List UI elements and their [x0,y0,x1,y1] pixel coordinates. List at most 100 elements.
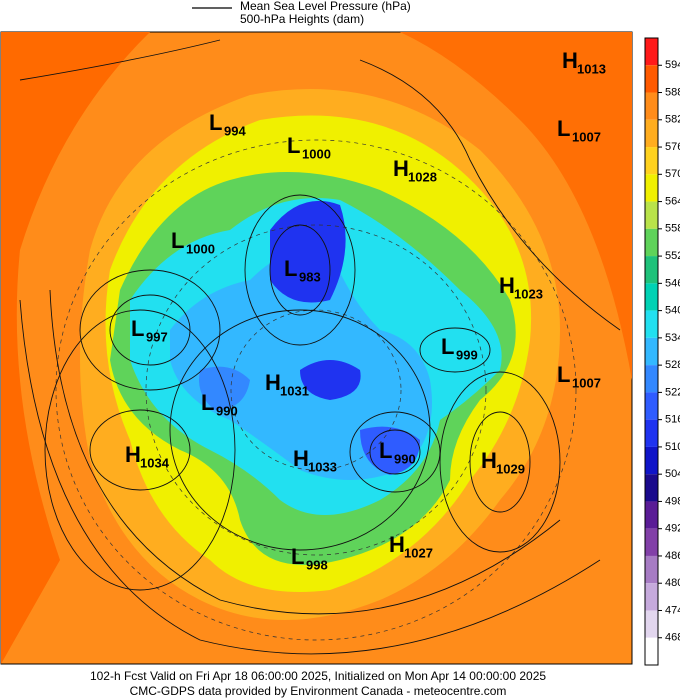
grid-circle [230,309,402,471]
center-pressure: 1000 [186,241,215,256]
center-pressure: 1033 [308,459,337,474]
colorbar-segment [645,283,658,311]
colorbar-label: 540 [665,305,680,317]
center-letter: L [557,362,570,387]
center-pressure: 1007 [572,129,601,144]
center-letter: L [441,334,454,359]
colorbar-label: 570 [665,168,680,180]
colorbar-segment [645,446,658,475]
colorbar-segment [645,392,658,420]
colorbar-label: 528 [665,359,680,371]
center-pressure: 999 [456,347,478,362]
colorbar-label: 564 [665,195,680,207]
isobar [469,411,531,513]
center-pressure: 990 [394,451,416,466]
center-letter: L [209,110,222,135]
colorbar-label: 480 [665,577,680,589]
colorbar-segment [645,147,658,175]
colorbar-segment [645,365,658,393]
colorbar-label: 468 [665,632,680,644]
field [270,200,346,303]
center-letter: L [287,133,300,158]
field [400,32,632,380]
grid-circle [55,139,577,641]
colorbar-segment [645,528,658,556]
colorbar-segment [645,65,658,93]
center-letter: H [499,273,515,298]
center-letter: H [389,532,405,557]
colorbar-label: 510 [665,441,680,453]
center-letter: L [379,438,392,463]
colorbar-label: 486 [665,550,680,562]
center-pressure: 1027 [404,545,433,560]
center-pressure: 1000 [302,146,331,161]
colorbar-label: 546 [665,277,680,289]
center-pressure: 1028 [408,169,437,184]
center-pressure: 1031 [280,383,309,398]
colorbar-segment [645,419,658,447]
isobar [244,194,356,346]
isobar [89,409,191,491]
isobar [79,269,221,391]
colorbar-segment [645,38,658,66]
coastline [19,39,621,331]
colorbar-label: 498 [665,495,680,507]
colorbar-segment [645,201,658,229]
center-letter: H [265,370,281,395]
center-pressure: 983 [299,269,321,284]
colorbar-label: 588 [665,86,680,98]
colorbar-segment [645,474,658,502]
center-letter: L [171,228,184,253]
colorbar-label: 474 [665,604,680,616]
colorbar-segment [645,501,658,529]
field [1,32,150,664]
isobar [269,224,331,316]
grid-circle [145,224,487,556]
colorbar-segment [645,337,658,366]
colorbar-segment [645,228,658,257]
colorbar-label: 582 [665,114,680,126]
colorbar-segment [645,310,658,338]
colorbar-segment [645,119,658,148]
colorbar-segment [645,92,658,120]
center-letter: H [481,448,497,473]
center-pressure: 990 [216,403,238,418]
colorbar-label: 516 [665,414,680,426]
isobar [419,327,491,373]
field [199,366,250,410]
center-pressure: 1013 [577,61,606,76]
colorbar-segment [645,174,658,202]
colorbar-label: 504 [665,468,680,480]
center-letter: H [125,442,141,467]
colorbar-segment [645,583,658,611]
colorbar-label: 552 [665,250,680,262]
colorbar-segment [645,256,658,284]
colorbar: 594 588 582 576 570 564 558 552 546 540 534 528 522 5… [644,37,680,666]
isobar [109,294,191,366]
isobar [439,371,561,553]
isobar [369,429,421,475]
colorbar-label: 534 [665,332,680,344]
colorbar-frame [644,37,659,666]
isobar [44,309,236,591]
center-letter: H [393,156,409,181]
center-pressure: 994 [224,123,246,138]
isobar [19,299,601,655]
center-letter: H [293,446,309,471]
footer-text: CMC-GDPS data provided by Environment Ca… [130,684,507,698]
colorbar-label: 594 [665,59,680,71]
colorbar-segment [645,637,658,665]
center-letter: L [284,256,297,281]
legend-text: Mean Sea Level Pressure (hPa) [240,0,411,13]
colorbar-label: 558 [665,223,680,235]
center-pressure: 997 [146,329,168,344]
center-pressure: 1007 [572,375,601,390]
center-pressure: 1023 [514,286,543,301]
center-letter: L [201,390,214,415]
center-letter: H [562,48,578,73]
field [300,360,361,400]
colorbar-segment [645,555,658,584]
center-letter: L [291,544,304,569]
